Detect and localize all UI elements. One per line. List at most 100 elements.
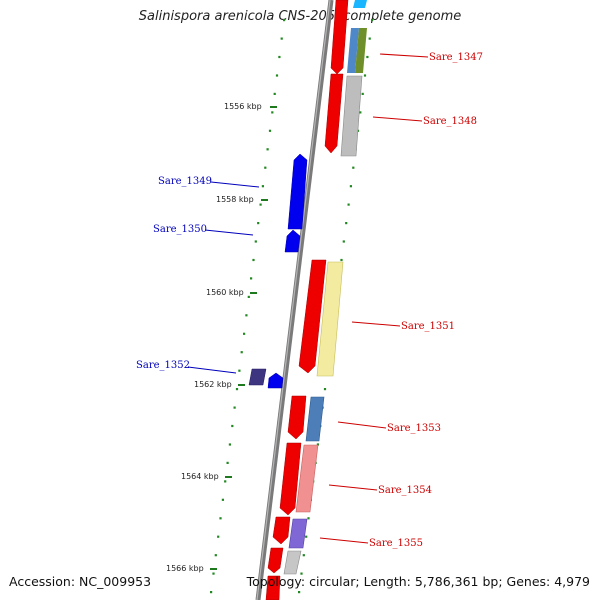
kbp-minor-tick: [347, 203, 350, 206]
kbp-minor-tick: [221, 498, 224, 501]
gene-label-sare-1348[interactable]: Sare_1348: [423, 116, 477, 127]
kbp-minor-tick: [271, 111, 274, 114]
kbp-minor-tick: [266, 148, 269, 151]
kbp-minor-tick: [316, 443, 319, 446]
gene-sare-1348[interactable]: [324, 73, 344, 154]
forward-gene-labels: Sare_1347 Sare_1348 Sare_1351 Sare_1353 …: [319, 52, 483, 549]
label-leader: [187, 366, 237, 374]
reverse-gene-labels: Sare_1349 Sare_1350 Sare_1352: [136, 176, 260, 374]
genome-backbone-highlight: [256, 0, 331, 600]
kbp-minor-tick: [252, 258, 255, 262]
gene-sare-1347[interactable]: [330, 0, 349, 75]
kbp-minor-tick: [342, 240, 345, 243]
kbp-minor-tick: [305, 535, 308, 538]
kbp-minor-tick: [345, 222, 348, 225]
kbp-tick-track-left: [210, 19, 286, 594]
map-title: Salinispora arenicola CNS-205, complete …: [138, 9, 462, 24]
kbp-minor-tick: [243, 332, 246, 335]
kbp-minor-tick: [307, 517, 310, 520]
gene-label-sare-1351[interactable]: Sare_1351: [401, 321, 455, 332]
genome-backbone: [255, 0, 334, 600]
kbp-minor-tick: [340, 258, 343, 262]
label-leader: [372, 116, 423, 122]
kbp-minor-tick: [278, 55, 281, 59]
gene-feature-yellow[interactable]: [316, 261, 344, 377]
kbp-minor-tick: [359, 111, 362, 114]
gene-sare-1355[interactable]: [272, 516, 291, 545]
kbp-minor-tick: [349, 185, 352, 188]
label-leader: [379, 53, 429, 58]
kbp-minor-tick: [323, 388, 327, 391]
kbp-minor-tick: [275, 74, 279, 77]
kbp-minor-tick: [261, 185, 264, 188]
kbp-minor-tick: [363, 74, 367, 77]
gene-label-sare-1352[interactable]: Sare_1352: [136, 360, 190, 371]
gene-sare-1350[interactable]: [284, 229, 301, 253]
reverse-strand-track: [248, 153, 308, 389]
forward-strand-track: [265, 0, 367, 600]
gene-feature-cyan[interactable]: [353, 0, 367, 8]
kbp-axis: 1556 kbp 1558 kbp 1560 kbp 1562 kbp 1564…: [166, 102, 277, 573]
gene-feature-blue-small[interactable]: [267, 372, 284, 389]
gene-sare-1352[interactable]: [248, 368, 267, 386]
kbp-minor-tick: [231, 424, 234, 428]
kbp-minor-tick: [219, 517, 222, 520]
kbp-label: 1564 kbp: [181, 472, 219, 481]
gene-label-sare-1354[interactable]: Sare_1354: [378, 485, 432, 496]
kbp-label: 1566 kbp: [166, 564, 204, 573]
kbp-minor-tick: [302, 554, 305, 557]
label-leader: [351, 321, 401, 327]
kbp-minor-tick: [273, 92, 276, 95]
gene-label-sare-1353[interactable]: Sare_1353: [387, 423, 441, 434]
gene-label-sare-1355[interactable]: Sare_1355: [369, 538, 423, 549]
gene-sare-1349[interactable]: [287, 153, 308, 230]
kbp-minor-tick: [240, 351, 243, 354]
kbp-minor-tick: [352, 166, 355, 169]
gene-feature-pink[interactable]: [295, 444, 319, 513]
gene-feature-steelblue[interactable]: [305, 396, 325, 442]
gene-feature-red-small[interactable]: [267, 547, 284, 574]
label-leader: [337, 421, 387, 429]
kbp-minor-tick: [257, 222, 260, 225]
label-leader: [204, 229, 254, 236]
kbp-minor-tick: [259, 203, 262, 206]
kbp-minor-tick: [300, 572, 303, 575]
kbp-minor-tick: [226, 461, 229, 464]
kbp-label: 1562 kbp: [194, 380, 232, 389]
kbp-label: 1556 kbp: [224, 102, 262, 111]
label-leader: [210, 181, 260, 188]
gene-sare-1351[interactable]: [298, 259, 327, 374]
label-leader: [319, 537, 369, 544]
kbp-minor-tick: [268, 129, 272, 132]
gene-label-sare-1347[interactable]: Sare_1347: [429, 52, 483, 63]
kbp-minor-tick: [212, 572, 215, 575]
kbp-minor-tick: [210, 591, 213, 594]
kbp-minor-tick: [368, 37, 371, 40]
accession-text: Accession: NC_009953: [9, 574, 152, 589]
kbp-minor-tick: [254, 240, 257, 243]
kbp-minor-tick: [280, 37, 283, 40]
gene-feature-purple[interactable]: [288, 518, 308, 549]
gene-label-sare-1350[interactable]: Sare_1350: [153, 224, 207, 235]
label-leader: [328, 484, 378, 491]
kbp-label: 1558 kbp: [216, 195, 254, 204]
topology-text: Topology: circular; Length: 5,786,361 bp…: [246, 574, 590, 589]
kbp-minor-tick: [245, 314, 248, 317]
kbp-minor-tick: [283, 19, 286, 22]
gene-feature-gray-small[interactable]: [283, 550, 302, 575]
gene-label-sare-1349[interactable]: Sare_1349: [158, 176, 212, 187]
kbp-minor-tick: [298, 591, 301, 594]
gene-feature-gray[interactable]: [340, 75, 363, 157]
kbp-minor-tick: [264, 166, 267, 169]
kbp-minor-tick: [228, 443, 231, 446]
gene-feature-olive[interactable]: [355, 28, 367, 73]
gene-sare-1353[interactable]: [287, 395, 307, 440]
kbp-minor-tick: [371, 19, 374, 22]
gene-feature-red-bottom[interactable]: [265, 575, 281, 600]
kbp-minor-tick: [214, 554, 217, 557]
gene-sare-1354[interactable]: [279, 442, 302, 516]
kbp-minor-tick: [250, 277, 253, 280]
kbp-minor-tick: [235, 388, 239, 391]
kbp-minor-tick: [247, 295, 250, 298]
kbp-minor-tick: [217, 535, 220, 538]
